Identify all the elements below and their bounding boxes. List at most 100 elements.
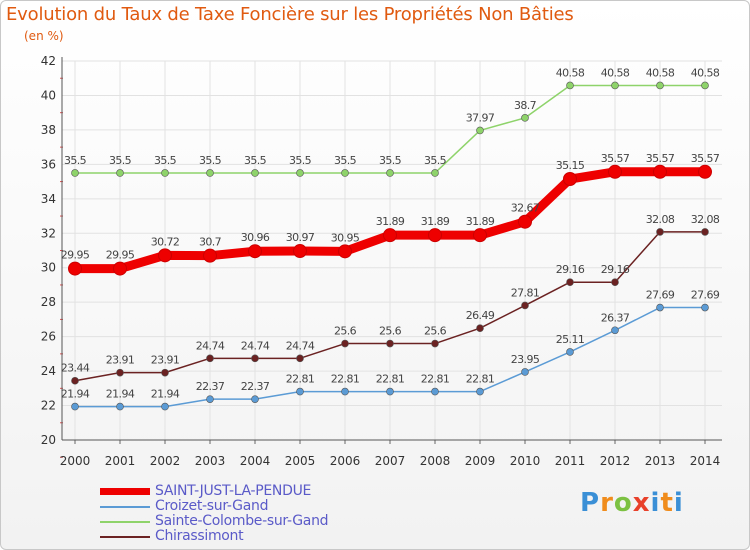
- data-point: [386, 387, 394, 396]
- data-label: 27.69: [646, 289, 675, 302]
- data-point: [653, 164, 667, 179]
- data-label: 24.74: [196, 339, 225, 352]
- data-point: [476, 387, 484, 396]
- x-tick-label: 2009: [465, 454, 496, 468]
- data-point: [521, 368, 529, 376]
- data-point: [68, 261, 82, 276]
- data-point: [296, 354, 304, 363]
- data-point: [161, 169, 169, 177]
- data-point: [341, 169, 349, 177]
- data-point: [608, 164, 622, 179]
- data-point: [251, 395, 259, 403]
- data-label: 23.95: [511, 353, 540, 366]
- data-label: 31.89: [376, 215, 405, 228]
- x-tick-label: 2002: [150, 454, 181, 468]
- y-tick-label: 22: [41, 399, 56, 413]
- data-label: 35.5: [199, 154, 222, 167]
- y-tick-label: 36: [41, 157, 56, 171]
- data-label: 35.5: [109, 154, 132, 167]
- data-label: 40.58: [601, 66, 630, 79]
- data-label: 31.89: [466, 215, 495, 228]
- data-label: 26.49: [466, 309, 495, 322]
- data-point: [611, 278, 619, 286]
- data-label: 23.44: [61, 362, 90, 375]
- y-tick-label: 28: [41, 295, 56, 309]
- data-point: [476, 324, 484, 332]
- data-point: [701, 228, 709, 236]
- data-point: [161, 368, 169, 377]
- y-tick-label: 26: [41, 330, 56, 344]
- data-point: [656, 81, 664, 90]
- data-label: 22.81: [331, 373, 360, 386]
- data-label: 25.11: [556, 333, 585, 346]
- data-label: 35.5: [64, 154, 87, 167]
- data-point: [431, 339, 439, 348]
- data-label: 21.94: [106, 388, 135, 401]
- data-point: [431, 169, 439, 177]
- data-label: 22.81: [421, 373, 450, 386]
- data-label: 31.89: [421, 215, 450, 228]
- data-label: 26.37: [601, 311, 630, 324]
- data-label: 23.91: [151, 354, 180, 367]
- y-tick-label: 32: [41, 226, 56, 240]
- data-point: [341, 339, 349, 348]
- y-tick-label: 30: [41, 261, 56, 275]
- legend-label: Chirassimont: [155, 528, 244, 544]
- data-point: [113, 261, 127, 276]
- data-label: 32.67: [511, 202, 540, 215]
- data-label: 22.81: [286, 373, 315, 386]
- data-point: [701, 81, 709, 90]
- y-tick-label: 34: [41, 192, 56, 206]
- data-label: 29.95: [106, 249, 135, 262]
- data-point: [473, 228, 487, 243]
- data-point: [203, 248, 217, 263]
- data-point: [566, 348, 574, 356]
- data-label: 35.57: [646, 152, 675, 165]
- data-label: 23.91: [106, 354, 135, 367]
- data-label: 32.08: [646, 213, 675, 226]
- data-label: 35.5: [154, 154, 177, 167]
- chart-title: Evolution du Taux de Taxe Foncière sur l…: [6, 4, 574, 25]
- x-tick-label: 2004: [240, 454, 271, 468]
- data-label: 35.57: [691, 152, 720, 165]
- data-point: [611, 326, 619, 335]
- data-point: [611, 81, 619, 90]
- data-label: 29.95: [61, 249, 90, 262]
- y-tick-label: 38: [41, 123, 56, 137]
- data-label: 35.5: [334, 154, 357, 167]
- data-label: 35.5: [289, 154, 312, 167]
- data-label: 25.6: [424, 325, 447, 338]
- data-point: [476, 126, 484, 135]
- data-point: [206, 354, 214, 363]
- x-tick-label: 2013: [645, 454, 676, 468]
- x-tick-label: 2005: [285, 454, 316, 468]
- data-point: [71, 169, 79, 177]
- data-label: 22.37: [241, 380, 270, 393]
- data-label: 35.5: [424, 154, 447, 167]
- data-point: [251, 169, 259, 177]
- data-point: [566, 278, 574, 286]
- axes: 20 22 24 26 28 30 32 34 36 38 40 42 2000 2001 2002 2003…: [41, 54, 722, 468]
- data-label: 30.97: [286, 231, 315, 244]
- data-point: [431, 387, 439, 396]
- grid: [62, 60, 722, 441]
- data-point: [656, 303, 664, 312]
- data-point: [338, 244, 352, 259]
- data-point: [116, 402, 124, 411]
- y-tick-label: 42: [41, 54, 56, 68]
- data-point: [296, 387, 304, 396]
- data-label: 35.15: [556, 159, 585, 172]
- data-label: 24.74: [241, 339, 270, 352]
- legend-label: SAINT-JUST-LA-PENDUE: [155, 483, 312, 499]
- data-label: 40.58: [691, 66, 720, 79]
- data-point: [296, 169, 304, 177]
- data-label: 22.37: [196, 380, 225, 393]
- data-label: 37.97: [466, 111, 495, 124]
- y-tick-label: 20: [41, 433, 56, 447]
- proxiti-logo: Proxiti: [580, 488, 684, 518]
- data-point: [251, 354, 259, 363]
- legend-swatch: [100, 488, 150, 495]
- data-point: [71, 402, 79, 411]
- data-label: 25.6: [379, 325, 402, 338]
